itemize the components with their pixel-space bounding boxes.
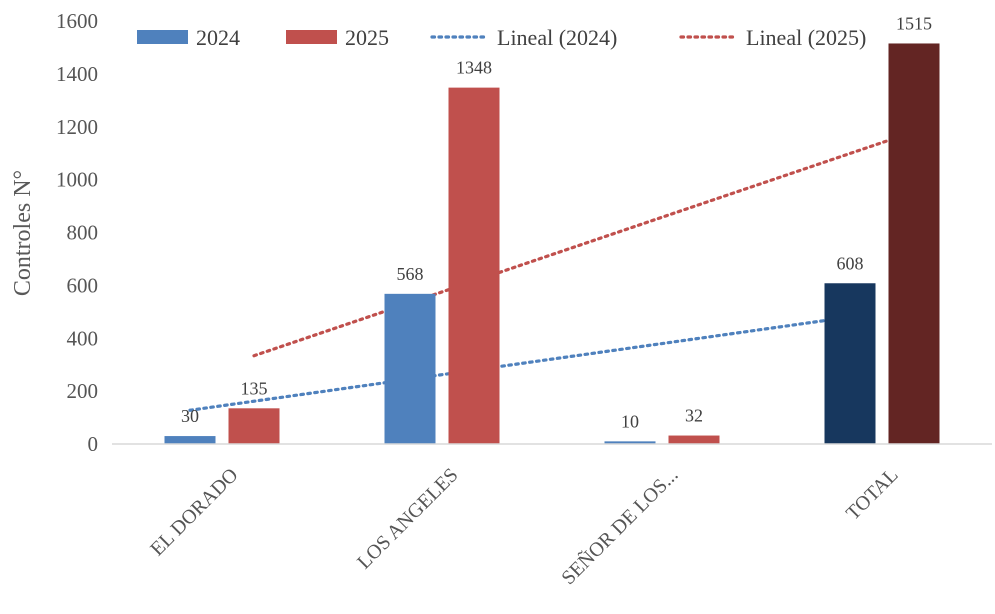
category-label-3: TOTAL bbox=[842, 464, 903, 525]
data-label-2024-3: 608 bbox=[837, 253, 864, 273]
bar-2025-2 bbox=[668, 435, 720, 444]
data-label-2025-1: 1348 bbox=[456, 58, 492, 78]
y-tick-label: 200 bbox=[67, 379, 99, 403]
data-label-2025-3: 1515 bbox=[896, 13, 932, 33]
legend-label-3: Lineal (2025) bbox=[746, 25, 866, 50]
legend-label-0: 2024 bbox=[196, 25, 240, 50]
category-labels: EL DORADO LOS ANGELES SEÑOR DE LOS... TOTAL bbox=[146, 463, 902, 590]
y-tick-label: 1400 bbox=[56, 62, 98, 86]
category-label-0: EL DORADO bbox=[146, 464, 242, 560]
bar-2024-2 bbox=[604, 441, 656, 444]
y-axis-ticks: 0 200 400 600 800 1000 1200 1400 1600 bbox=[56, 9, 98, 456]
data-label-2024-1: 568 bbox=[397, 264, 424, 284]
y-tick-label: 400 bbox=[67, 326, 99, 350]
data-label-2024-2: 10 bbox=[621, 411, 639, 431]
y-tick-label: 1000 bbox=[56, 168, 98, 192]
bars bbox=[164, 43, 940, 445]
legend-swatch-0 bbox=[137, 30, 188, 44]
bar-2024-0 bbox=[164, 436, 216, 444]
data-label-2025-2: 32 bbox=[685, 406, 703, 426]
trendline-2024 bbox=[188, 315, 852, 412]
legend-label-1: 2025 bbox=[345, 25, 389, 50]
bar-2025-0 bbox=[228, 408, 280, 444]
trendline-2025 bbox=[252, 130, 916, 358]
y-tick-label: 1600 bbox=[56, 9, 98, 33]
legend: 2024 2025 Lineal (2024) Lineal (2025) bbox=[137, 25, 866, 50]
data-label-2024-0: 30 bbox=[181, 406, 199, 426]
bar-2024-3 bbox=[824, 283, 876, 444]
category-label-2: SEÑOR DE LOS... bbox=[556, 463, 683, 590]
y-tick-label: 1200 bbox=[56, 115, 98, 139]
y-tick-label: 800 bbox=[67, 221, 99, 245]
legend-swatch-1 bbox=[286, 30, 337, 44]
legend-label-2: Lineal (2024) bbox=[497, 25, 617, 50]
bar-2024-1 bbox=[384, 293, 436, 444]
data-label-2025-0: 135 bbox=[241, 378, 268, 398]
y-tick-label: 600 bbox=[67, 273, 99, 297]
category-label-1: LOS ANGELES bbox=[353, 464, 462, 573]
y-axis-title: Controles N° bbox=[10, 170, 36, 296]
bar-2025-3 bbox=[888, 43, 940, 445]
trendlines bbox=[188, 130, 916, 412]
bar-2025-1 bbox=[448, 87, 500, 444]
y-tick-label: 0 bbox=[88, 432, 99, 456]
data-labels: 30 568 10 608 135 1348 32 1515 bbox=[181, 13, 932, 431]
